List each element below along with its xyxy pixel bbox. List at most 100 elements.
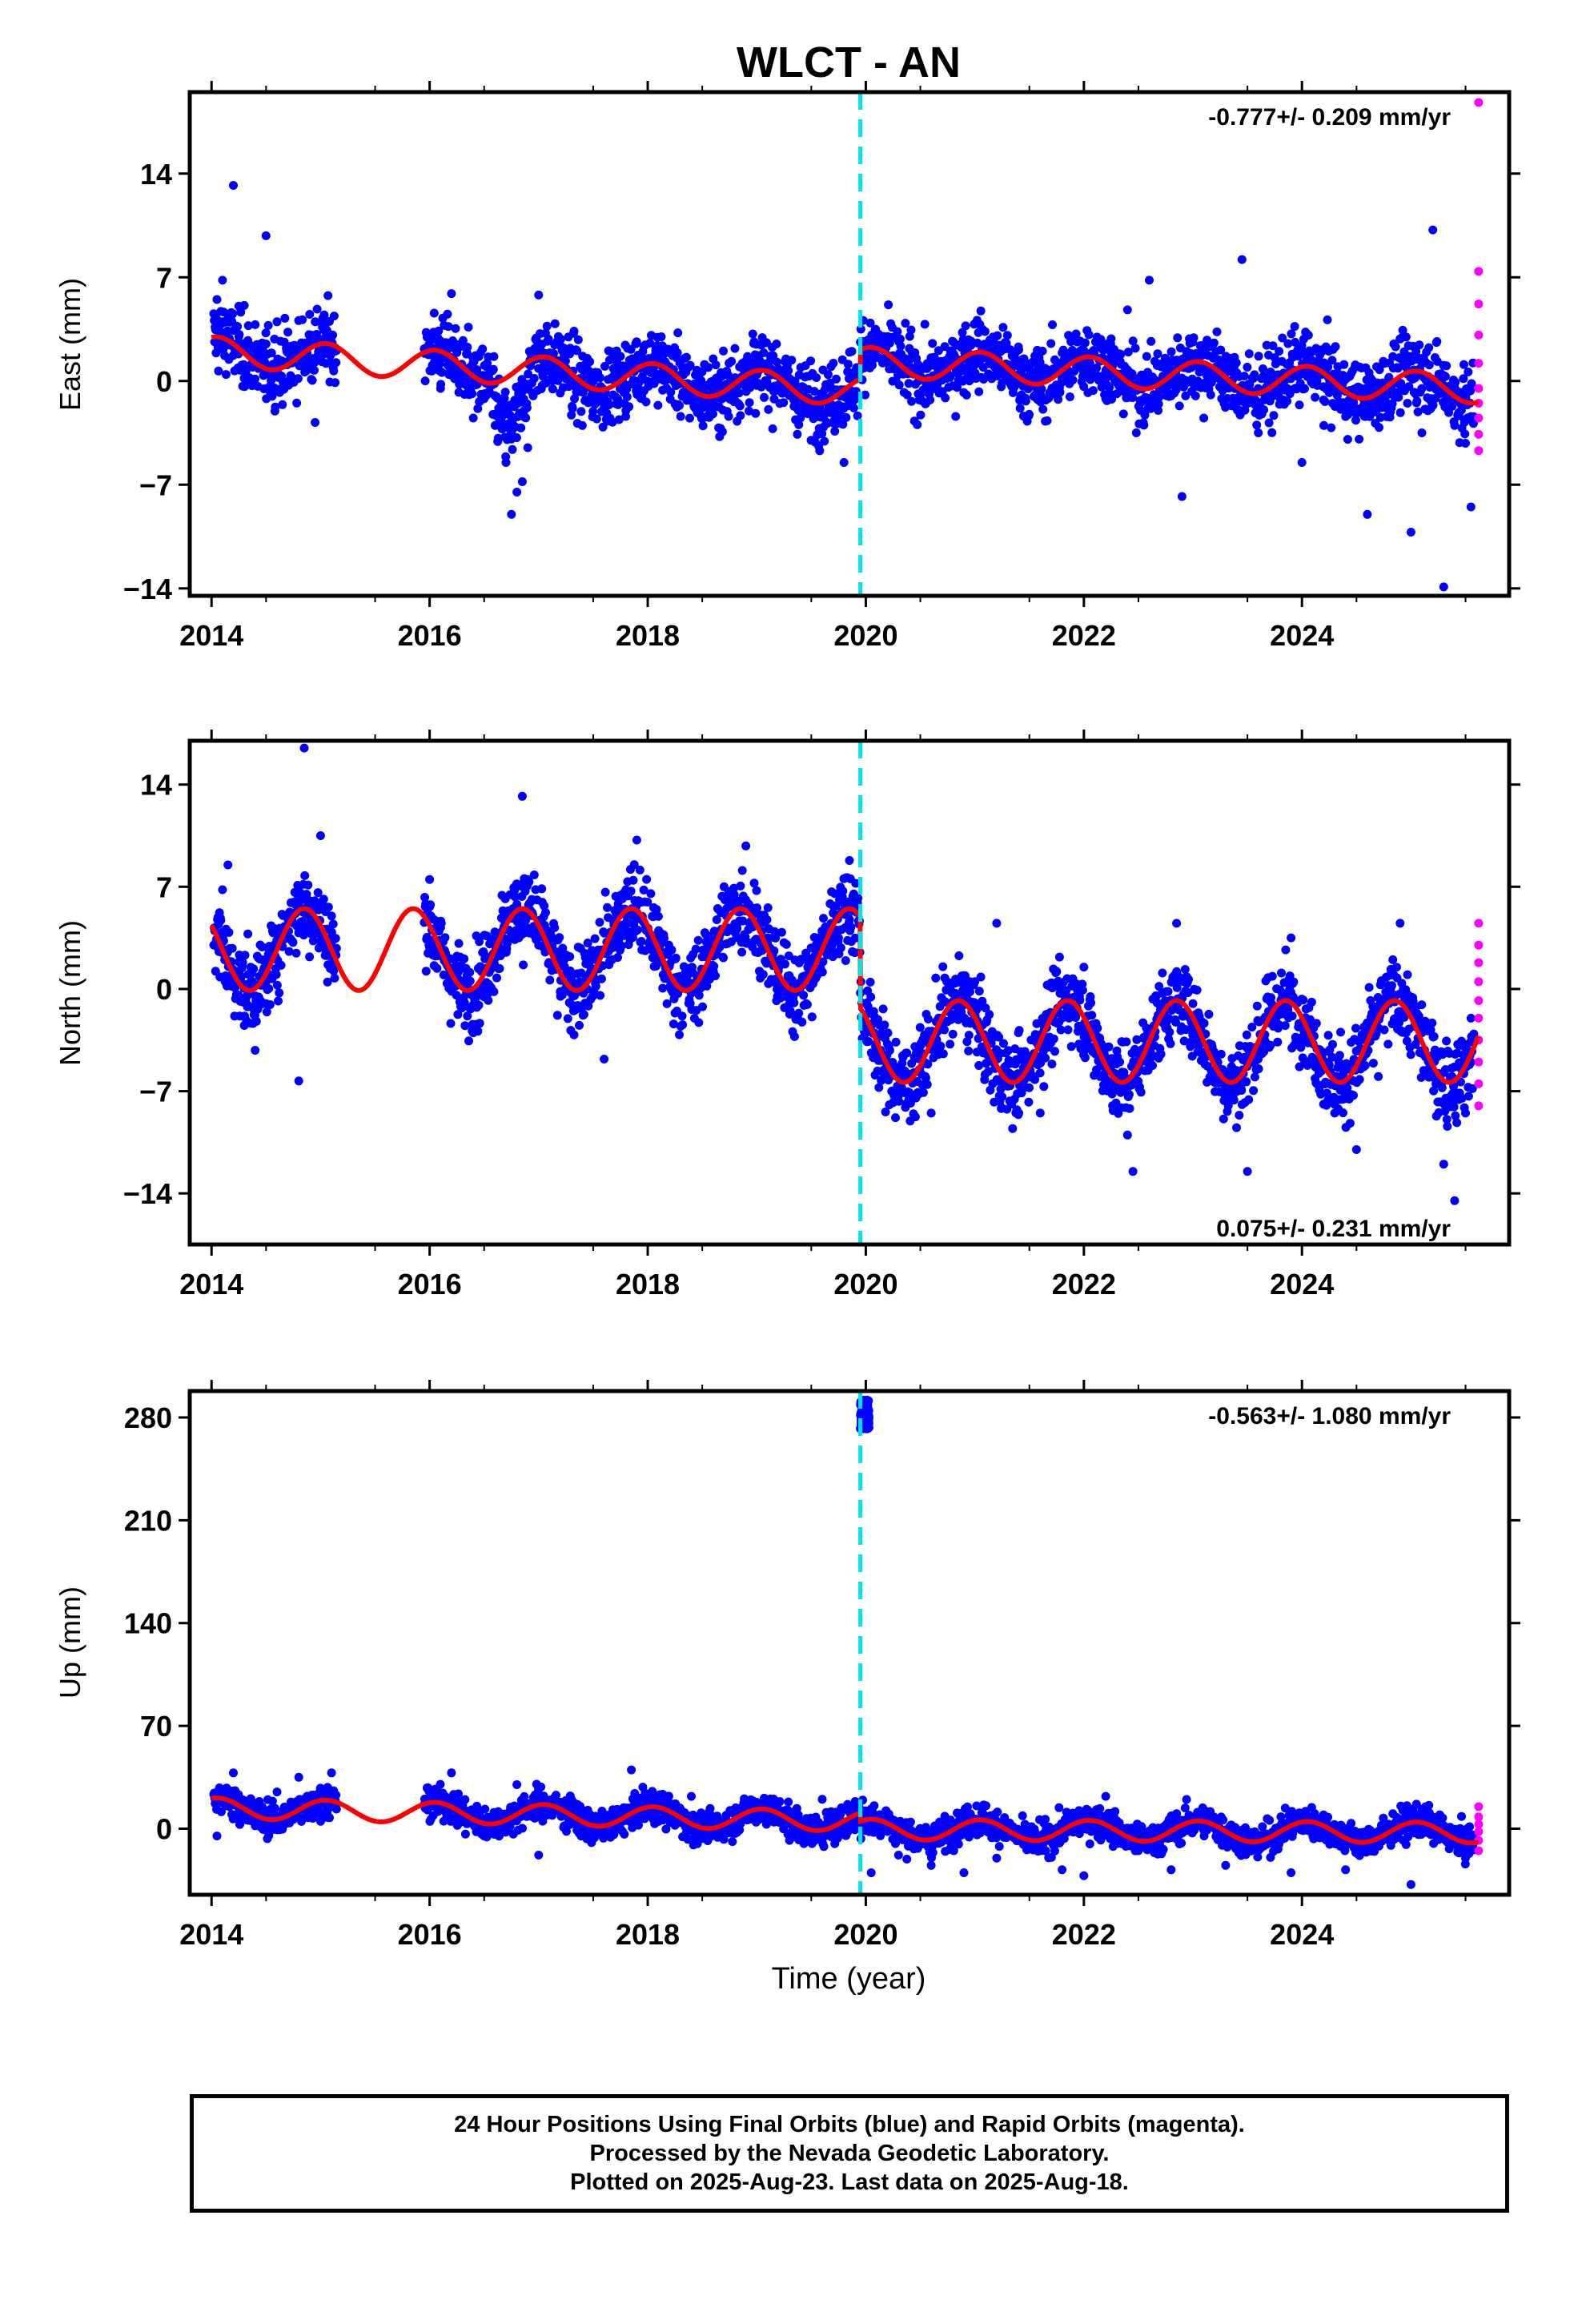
east-final-point (331, 378, 340, 388)
north-final-point (1148, 1061, 1157, 1070)
east-final-point (550, 319, 560, 328)
east-final-point (1130, 344, 1140, 353)
east-final-point (323, 291, 333, 300)
north-final-point (1163, 987, 1173, 996)
north-final-point (938, 1049, 948, 1059)
north-final-point (1115, 1057, 1125, 1067)
north-final-point (1360, 1061, 1370, 1070)
east-final-point (1290, 322, 1299, 332)
east-final-point (1025, 409, 1034, 419)
east-final-point (697, 367, 707, 376)
east-final-point (656, 332, 666, 341)
east-final-point (632, 337, 641, 347)
east-final-point (1127, 369, 1137, 379)
north-final-point (272, 980, 282, 990)
east-final-point (600, 361, 609, 371)
east-final-point (727, 356, 737, 366)
north-final-point (216, 915, 226, 925)
north-final-point (864, 1037, 873, 1046)
north-final-point (938, 962, 948, 971)
east-final-point (893, 327, 902, 336)
north-final-point (579, 1010, 588, 1019)
north-final-point (693, 935, 703, 945)
east-final-point (928, 339, 938, 348)
east-final-point (1046, 339, 1056, 348)
north-final-point (709, 962, 719, 971)
east-final-point (745, 383, 755, 392)
east-final-point (239, 300, 249, 310)
east-final-point (1283, 396, 1292, 406)
east-final-point (312, 304, 322, 314)
east-final-point (1267, 428, 1277, 437)
east-final-point (861, 390, 870, 400)
east-final-point (1153, 349, 1162, 359)
north-final-point (550, 923, 560, 932)
east-final-point (229, 181, 238, 190)
east-final-point (820, 436, 829, 446)
east-final-point (976, 306, 986, 316)
east-final-point (734, 388, 744, 398)
east-final-point (622, 392, 632, 402)
north-final-point (891, 1113, 900, 1123)
north-final-point (678, 1020, 688, 1030)
east-final-point (806, 356, 815, 366)
east-final-point (685, 360, 695, 370)
east-final-point (853, 411, 862, 420)
east-final-point (1055, 388, 1065, 397)
east-rapid-point (1474, 384, 1484, 393)
north-final-point (291, 948, 301, 958)
north-final-point (923, 1015, 933, 1023)
east-final-point (261, 231, 271, 240)
east-final-point (1264, 418, 1274, 428)
east-final-point (1106, 334, 1116, 344)
east-final-point (1394, 392, 1403, 402)
east-final-point (906, 325, 916, 335)
east-final-point (779, 398, 789, 408)
east-final-point (794, 420, 804, 429)
east-final-point (904, 379, 913, 388)
east-final-point (759, 348, 769, 357)
east-final-point (1140, 410, 1150, 420)
east-final-point (480, 394, 489, 404)
north-final-point (421, 967, 431, 976)
east-final-point (1021, 396, 1030, 406)
north-final-point (243, 929, 253, 939)
east-final-point (961, 321, 970, 331)
east-final-point (1278, 333, 1287, 343)
east-final-point (1339, 360, 1349, 369)
east-final-point (1146, 336, 1156, 346)
east-final-point (774, 364, 783, 374)
north-final-point (1078, 985, 1087, 995)
east-final-point (653, 400, 663, 410)
north-final-point (1355, 1075, 1364, 1084)
north-final-point (1158, 968, 1167, 978)
east-final-point (1254, 352, 1263, 361)
north-final-point (224, 927, 234, 937)
east-final-point (698, 421, 708, 431)
north-final-point (1063, 1025, 1073, 1035)
east-final-point (434, 326, 444, 336)
north-final-point (931, 973, 941, 983)
north-final-point (1008, 1124, 1018, 1133)
east-final-point (507, 509, 516, 519)
east-final-point (1038, 404, 1048, 414)
north-final-point (489, 987, 499, 996)
east-final-point (641, 397, 651, 407)
east-final-point (567, 410, 576, 420)
east-final-point (704, 363, 713, 372)
north-final-point (891, 1037, 901, 1047)
north-final-point (492, 973, 501, 983)
east-final-point (1461, 439, 1470, 448)
north-final-point (736, 881, 745, 891)
east-final-point (570, 394, 580, 404)
north-final-point (694, 1018, 704, 1027)
east-final-point (1460, 429, 1470, 439)
east-final-point (1384, 372, 1394, 382)
east-final-point (1467, 379, 1476, 388)
east-final-point (236, 308, 246, 317)
east-final-point (221, 370, 231, 380)
east-final-point (1451, 377, 1460, 387)
east-final-point (1320, 397, 1330, 406)
east-final-point (1250, 370, 1259, 380)
north-final-point (940, 1025, 949, 1035)
